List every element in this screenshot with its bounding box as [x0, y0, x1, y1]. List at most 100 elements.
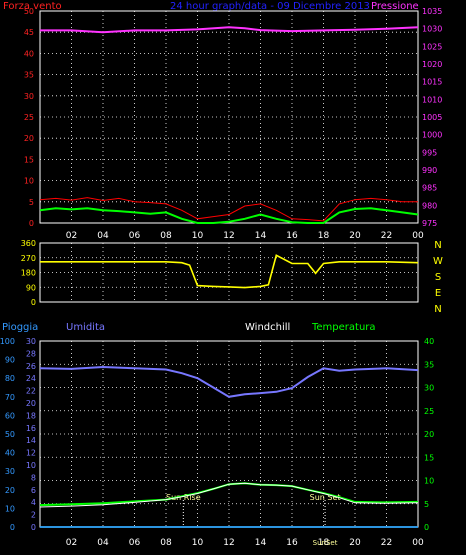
- pressione-label: Pressione: [371, 1, 419, 12]
- y-inner-tick-label: 18: [26, 411, 36, 420]
- y-right-tick-label: 30: [424, 384, 434, 393]
- y-inner-tick-label: 24: [26, 374, 36, 383]
- y-right-tick-label: 1010: [422, 95, 442, 104]
- x-tick-label: 06: [129, 231, 141, 241]
- y-left-tick-label: 15: [24, 155, 34, 164]
- x-tick-label: 02: [66, 231, 77, 241]
- chart-title: 24 hour graph/data - 09 Dicembre 2013: [170, 1, 370, 12]
- x-tick-label: 10: [192, 538, 204, 548]
- y-right-tick-label: 5: [424, 500, 429, 509]
- y-outer-tick-label: 30: [5, 467, 15, 476]
- sunrise-label: Sun Rise: [166, 493, 201, 502]
- y-right-tick-label: 10: [424, 477, 434, 486]
- y-left-tick-label: 10: [24, 177, 34, 186]
- x-tick-label: 20: [349, 538, 361, 548]
- x-tick-label: 12: [223, 538, 234, 548]
- x-tick-label: 08: [160, 231, 172, 241]
- compass-label: N: [434, 304, 441, 315]
- y-right-tick-label: 1005: [422, 113, 442, 122]
- y-right-tick-label: 25: [424, 407, 434, 416]
- y-right-tick-label: 1025: [422, 42, 442, 51]
- temperatura-legend: Temperatura: [311, 322, 376, 333]
- temp-humidity-panel: 0102030405060708090100024681012141618202…: [0, 337, 434, 548]
- y-right-tick-label: 20: [424, 430, 434, 439]
- x-tick-label: 12: [223, 231, 234, 241]
- y-left-tick-label: 35: [24, 71, 34, 80]
- y-inner-tick-label: 30: [26, 337, 36, 346]
- x-tick-label: 04: [97, 538, 109, 548]
- y-right-tick-label: 995: [422, 148, 437, 157]
- y-outer-tick-label: 10: [5, 504, 15, 513]
- series-line-pressione: [40, 26, 419, 34]
- sunset-label: Sun Set: [310, 493, 341, 502]
- sunset-time-label: SunSet: [313, 539, 338, 547]
- y-inner-tick-label: 6: [31, 486, 36, 495]
- x-tick-label: 10: [192, 231, 204, 241]
- compass-label: N: [434, 240, 441, 251]
- compass-label: E: [435, 288, 441, 299]
- y-inner-tick-label: 16: [26, 424, 36, 433]
- y-inner-tick-label: 20: [26, 399, 36, 408]
- x-tick-label: 22: [381, 538, 392, 548]
- y-outer-tick-label: 80: [5, 374, 15, 383]
- x-tick-label: 20: [349, 231, 361, 241]
- series-line-umidita: [39, 365, 419, 398]
- y-right-tick-label: 1030: [422, 25, 442, 34]
- y-right-tick-label: 1000: [422, 131, 442, 140]
- y-tick-label: 270: [21, 254, 36, 263]
- x-tick-label: 16: [286, 231, 298, 241]
- y-right-tick-label: 15: [424, 453, 434, 462]
- y-right-tick-label: 1015: [422, 78, 442, 87]
- forza-vento-label: Forza vento: [3, 1, 62, 12]
- y-right-tick-label: 975: [422, 219, 437, 228]
- y-inner-tick-label: 10: [26, 461, 36, 470]
- pioggia-legend: Pioggia: [2, 322, 38, 333]
- umidita-legend: Umidita: [66, 322, 105, 333]
- y-inner-tick-label: 28: [26, 349, 36, 358]
- y-outer-tick-label: 20: [5, 486, 15, 495]
- y-outer-tick-label: 90: [5, 356, 15, 365]
- y-right-tick-label: 990: [422, 166, 437, 175]
- x-tick-label: 16: [286, 538, 298, 548]
- y-inner-tick-label: 0: [31, 523, 36, 532]
- y-right-tick-label: 35: [424, 360, 434, 369]
- series-line-direzione-vento: [40, 254, 419, 289]
- y-inner-tick-label: 14: [26, 436, 36, 445]
- y-inner-tick-label: 8: [31, 473, 36, 482]
- series-line-vento-medio: [39, 207, 419, 224]
- y-tick-label: 360: [21, 239, 36, 248]
- x-tick-label: 14: [255, 231, 267, 241]
- wind-pressure-panel: 0510152025303540455097598098599099510001…: [24, 7, 443, 241]
- y-right-tick-label: 1035: [422, 7, 442, 16]
- y-right-tick-label: 980: [422, 201, 437, 210]
- compass-label: S: [435, 272, 441, 283]
- x-tick-label: 06: [129, 538, 141, 548]
- x-tick-label: 18: [318, 231, 330, 241]
- x-tick-label: 22: [381, 231, 392, 241]
- y-outer-tick-label: 50: [5, 430, 15, 439]
- y-right-tick-label: 985: [422, 184, 437, 193]
- y-inner-tick-label: 22: [26, 387, 36, 396]
- x-tick-label: 00: [412, 231, 424, 241]
- y-right-tick-label: 1020: [422, 60, 442, 69]
- x-tick-label: 04: [97, 231, 109, 241]
- y-left-tick-label: 0: [29, 219, 34, 228]
- y-outer-tick-label: 0: [10, 523, 15, 532]
- y-outer-tick-label: 70: [5, 393, 15, 402]
- y-left-tick-label: 45: [24, 28, 34, 37]
- y-tick-label: 0: [31, 298, 36, 307]
- series-line-raffica: [39, 197, 418, 222]
- y-outer-tick-label: 60: [5, 411, 15, 420]
- y-left-tick-label: 50: [24, 7, 34, 16]
- y-right-tick-label: 0: [424, 523, 429, 532]
- y-right-tick-label: 40: [424, 337, 434, 346]
- y-inner-tick-label: 2: [31, 511, 36, 520]
- x-tick-label: 08: [160, 538, 172, 548]
- y-outer-tick-label: 100: [0, 337, 15, 346]
- series-line-windchill: [39, 482, 419, 508]
- y-left-tick-label: 25: [24, 113, 34, 122]
- y-left-tick-label: 40: [24, 49, 34, 58]
- x-tick-label: 18: [318, 538, 330, 548]
